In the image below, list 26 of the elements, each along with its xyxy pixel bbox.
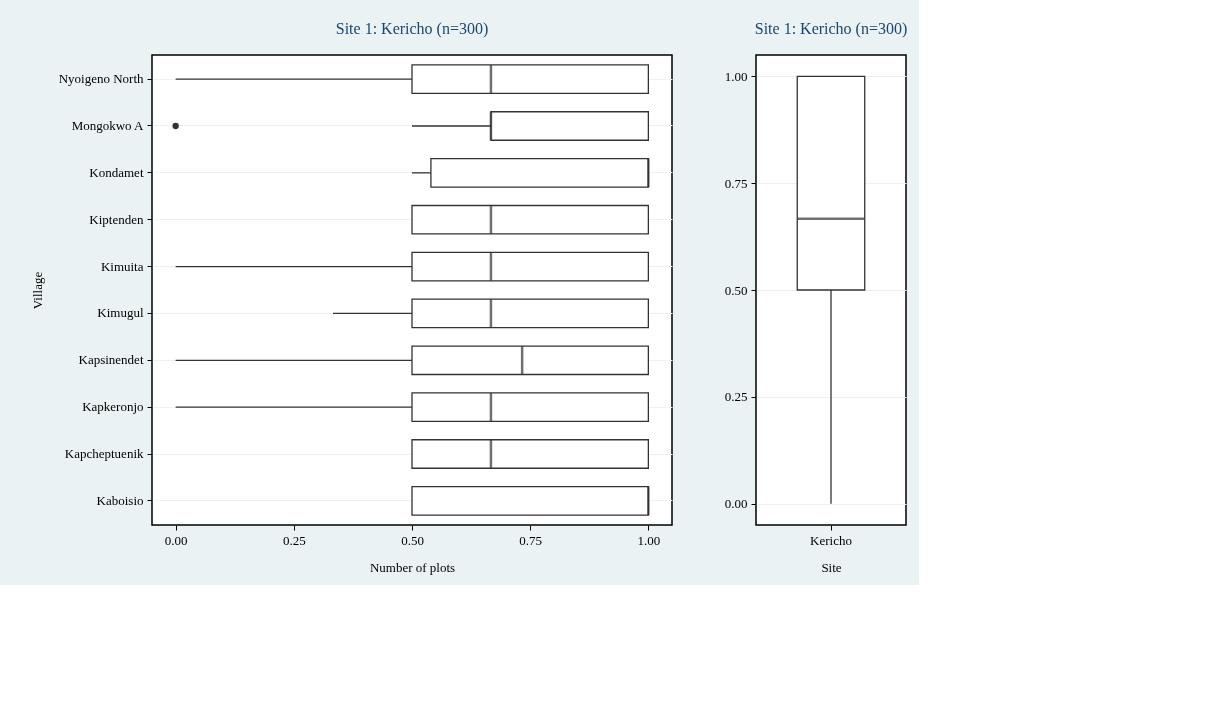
x-tick-label: 0.25 bbox=[282, 532, 306, 548]
chart-title: Site 1: Kericho (n=300) bbox=[335, 20, 489, 38]
y-tick-label: 0.75 bbox=[724, 175, 748, 191]
x-axis-title: Site bbox=[821, 559, 842, 575]
y-tick-label: Kapsinendet bbox=[78, 352, 144, 368]
y-tick-label: 1.00 bbox=[724, 68, 748, 84]
y-tick-label: Kimugul bbox=[97, 305, 144, 321]
y-tick-label: 0.25 bbox=[724, 389, 748, 405]
x-tick-label: 0.50 bbox=[401, 532, 424, 548]
y-tick-label: 0.50 bbox=[724, 282, 748, 298]
y-tick-label: Kapkeronjo bbox=[82, 399, 144, 415]
y-tick-label: Kaboisio bbox=[96, 492, 144, 508]
y-tick-label: Kapcheptuenik bbox=[64, 446, 144, 462]
y-axis-title: Village bbox=[29, 271, 45, 310]
chart-title: Site 1: Kericho (n=300) bbox=[754, 20, 908, 38]
x-axis-title: Number of plots bbox=[369, 559, 456, 575]
y-tick-label: Kiptenden bbox=[89, 211, 144, 227]
y-tick-label: Nyoigeno North bbox=[58, 71, 144, 87]
y-tick-label: Kimuita bbox=[100, 258, 144, 274]
x-tick-label: 0.75 bbox=[519, 532, 543, 548]
y-tick-label: 0.00 bbox=[724, 496, 748, 512]
y-tick-label: Mongokwo A bbox=[71, 117, 145, 133]
x-tick-label: 1.00 bbox=[637, 532, 661, 548]
x-tick-label: Kericho bbox=[810, 532, 852, 548]
x-tick-label: 0.00 bbox=[164, 532, 188, 548]
y-tick-label: Kondamet bbox=[89, 164, 144, 180]
